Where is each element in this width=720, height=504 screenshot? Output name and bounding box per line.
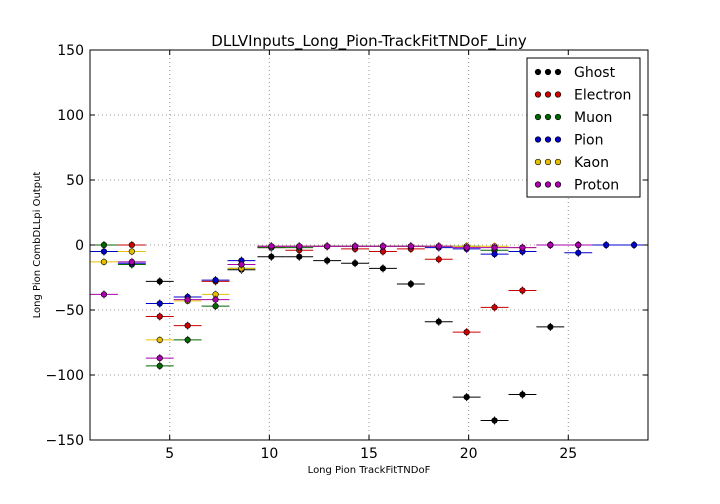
y-tick-label: 150 <box>57 43 84 59</box>
data-point <box>519 391 526 398</box>
legend-marker <box>544 136 552 143</box>
y-tick-label: 50 <box>66 173 84 189</box>
legend-marker <box>554 181 562 188</box>
y-tick-label: 100 <box>57 108 84 124</box>
data-point <box>379 265 387 272</box>
data-point <box>547 323 554 331</box>
legend-marker <box>544 68 552 76</box>
legend-marker <box>534 181 542 188</box>
data-point <box>156 278 163 285</box>
data-point <box>351 243 359 250</box>
data-point <box>156 313 163 320</box>
data-point <box>603 241 610 249</box>
data-point <box>128 241 135 249</box>
y-axis-label: Long Pion CombDLLpi Output <box>32 172 43 319</box>
series-ghost <box>145 241 593 425</box>
legend-box <box>526 57 641 198</box>
legend-marker <box>544 158 552 166</box>
y-tick-label: −50 <box>54 303 84 319</box>
y-tick-label: −100 <box>46 368 84 384</box>
legend-label: Ghost <box>574 65 616 81</box>
data-point <box>463 394 470 401</box>
data-point <box>212 277 219 284</box>
data-point <box>630 241 638 249</box>
y-tick-label: 0 <box>75 238 84 254</box>
y-tick-label: −150 <box>46 433 84 449</box>
data-point <box>379 243 387 250</box>
data-point <box>296 253 303 260</box>
legend-label: Electron <box>574 88 631 104</box>
x-tick-label: 5 <box>165 446 174 462</box>
legend-marker <box>554 91 562 98</box>
data-point <box>491 244 498 251</box>
data-point <box>156 362 163 370</box>
legend-marker <box>554 68 562 76</box>
legend-marker <box>544 91 552 98</box>
data-point <box>100 291 108 298</box>
data-point <box>212 296 219 303</box>
legend-marker <box>534 158 542 166</box>
legend-marker <box>544 113 552 121</box>
legend-marker <box>534 136 542 143</box>
legend-marker <box>554 158 562 166</box>
data-point <box>351 260 359 267</box>
data-point <box>519 244 526 251</box>
data-point <box>575 241 582 249</box>
x-tick-label: 20 <box>460 446 478 462</box>
axis-ticks: 5 10 15 20 25 −150 −100 −50 0 50 100 150 <box>46 43 648 462</box>
x-tick-label: 10 <box>260 446 278 462</box>
data-point <box>128 258 135 266</box>
data-point <box>268 253 275 260</box>
x-tick-label: 15 <box>360 446 378 462</box>
data-point <box>296 243 303 250</box>
legend-label: Proton <box>574 178 619 194</box>
legend-marker <box>534 113 542 121</box>
data-point <box>100 258 108 266</box>
x-tick-label: 25 <box>559 446 577 462</box>
data-point <box>100 248 108 255</box>
data-marks <box>90 241 648 425</box>
data-point <box>519 287 526 294</box>
data-point <box>184 336 191 344</box>
legend-marker <box>554 136 562 143</box>
data-point <box>100 241 108 249</box>
data-point <box>184 322 191 329</box>
data-point <box>324 243 331 250</box>
data-point <box>156 336 163 344</box>
x-axis-label: Long Pion TrackFitTNDoF <box>308 465 431 476</box>
data-point <box>435 243 442 250</box>
data-point <box>575 249 582 256</box>
data-point <box>463 329 470 336</box>
data-point <box>128 248 135 255</box>
series-proton <box>90 241 593 363</box>
legend: Ghost Electron Muon Pion Kaon Proton <box>526 57 641 198</box>
chart-title: DLLVInputs_Long_Pion-TrackFitTNDoF_Liny <box>211 32 527 51</box>
data-point <box>435 256 442 263</box>
data-point <box>268 243 275 250</box>
data-point <box>463 244 470 251</box>
legend-label: Pion <box>574 133 603 149</box>
series-kaon <box>90 242 537 344</box>
data-point <box>491 417 498 424</box>
data-point <box>184 296 191 303</box>
data-point <box>407 280 414 288</box>
data-point <box>407 243 414 250</box>
legend-label: Kaon <box>574 155 609 171</box>
data-point <box>547 241 554 249</box>
data-point <box>156 300 163 307</box>
legend-marker <box>534 91 542 98</box>
legend-label: Muon <box>574 110 612 126</box>
data-point <box>435 318 442 325</box>
data-point <box>324 257 331 264</box>
data-point <box>238 261 245 268</box>
data-point <box>156 355 163 362</box>
data-point <box>212 303 219 310</box>
legend-marker <box>534 68 542 76</box>
data-point <box>491 304 498 311</box>
legend-marker <box>554 113 562 121</box>
legend-marker <box>544 181 552 188</box>
data-point <box>491 251 498 258</box>
